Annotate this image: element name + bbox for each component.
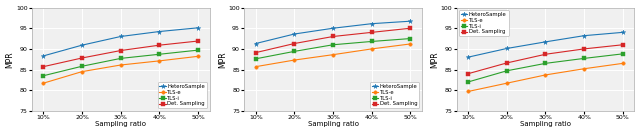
HeteroSample: [580, 35, 588, 36]
TLS-i: [252, 58, 260, 60]
TLS-i: [580, 58, 588, 59]
TLS-e: [156, 60, 163, 62]
Det. Sampling: [78, 57, 86, 59]
Y-axis label: MPR: MPR: [218, 51, 227, 68]
HeteroSample: [368, 23, 376, 24]
TLS-e: [619, 63, 627, 64]
TLS-i: [117, 58, 125, 59]
Det. Samplirg: [503, 62, 511, 64]
TLS-i: [619, 53, 627, 55]
TLS-e: [78, 71, 86, 72]
Det. Samplirg: [619, 44, 627, 46]
TLS-e: [580, 68, 588, 70]
Line: Det. Samplirg: Det. Samplirg: [467, 43, 625, 75]
Det. Sampling: [291, 43, 298, 44]
TLS-e: [252, 66, 260, 67]
TLS-i: [406, 38, 414, 39]
Det. Sampling: [194, 40, 202, 42]
Line: Det. Sampling: Det. Sampling: [254, 26, 412, 54]
HeteroSample: [329, 27, 337, 29]
HeteroSample: [503, 48, 511, 49]
HeteroSample: [252, 43, 260, 44]
Line: TLS-e: TLS-e: [42, 55, 200, 85]
HeteroSample: [291, 33, 298, 35]
HeteroSample: [194, 27, 202, 29]
Det. Sampling: [156, 44, 163, 46]
HeteroSample: [117, 36, 125, 37]
Line: TLS-e: TLS-e: [467, 62, 625, 93]
TLS-e: [329, 54, 337, 55]
Det. Sampling: [252, 52, 260, 53]
Legend: HeteroSample, TLS-e, TLS-i, Det. Sampling: HeteroSample, TLS-e, TLS-i, Det. Samplin…: [157, 82, 207, 108]
Det. Samplirg: [580, 48, 588, 50]
HeteroSample: [40, 55, 47, 57]
Det. Sampling: [368, 32, 376, 33]
TLS-i: [194, 49, 202, 51]
X-axis label: Sampling ratio: Sampling ratio: [95, 121, 146, 127]
Line: HeteroSample: HeteroSample: [41, 25, 200, 58]
TLS-e: [406, 43, 414, 45]
TLS-i: [503, 70, 511, 72]
Det. Sampling: [329, 36, 337, 37]
TLS-i: [156, 53, 163, 55]
Det. Samplirg: [464, 73, 472, 74]
Det. Sampling: [406, 27, 414, 29]
Line: TLS-e: TLS-e: [254, 42, 412, 68]
TLS-i: [329, 44, 337, 46]
TLS-e: [541, 74, 549, 76]
Line: HeteroSample: HeteroSample: [466, 30, 625, 60]
HeteroSample: [464, 56, 472, 58]
Det. Sampling: [117, 50, 125, 51]
TLS-i: [464, 81, 472, 83]
Line: TLS-i: TLS-i: [467, 52, 625, 84]
TLS-i: [368, 41, 376, 42]
Line: Det. Sampling: Det. Sampling: [42, 39, 200, 68]
TLS-e: [291, 59, 298, 61]
TLS-i: [40, 75, 47, 77]
Line: TLS-i: TLS-i: [42, 48, 200, 78]
HeteroSample: [619, 32, 627, 33]
HeteroSample: [406, 20, 414, 22]
Det. Sampling: [40, 66, 47, 67]
TLS-i: [78, 65, 86, 67]
TLS-e: [117, 64, 125, 66]
Legend: HeteroSample, TLS-e, TLS-i, Det. Sampling: HeteroSample, TLS-e, TLS-i, Det. Samplin…: [370, 82, 419, 108]
X-axis label: Sampling ratio: Sampling ratio: [308, 121, 358, 127]
TLS-e: [503, 82, 511, 84]
Y-axis label: MPR: MPR: [430, 51, 440, 68]
TLS-i: [541, 63, 549, 64]
TLS-e: [40, 82, 47, 84]
Line: HeteroSample: HeteroSample: [253, 19, 413, 46]
TLS-e: [464, 91, 472, 92]
Det. Samplirg: [541, 53, 549, 55]
Y-axis label: MPR: MPR: [6, 51, 15, 68]
HeteroSample: [541, 41, 549, 43]
TLS-i: [291, 51, 298, 52]
Legend: HeteroSample, TLS-e, TLS-i, Det. Samplirg: HeteroSample, TLS-e, TLS-i, Det. Samplir…: [459, 10, 509, 36]
TLS-e: [194, 56, 202, 57]
Line: TLS-i: TLS-i: [254, 37, 412, 61]
HeteroSample: [156, 31, 163, 32]
TLS-e: [368, 48, 376, 50]
X-axis label: Sampling ratio: Sampling ratio: [520, 121, 571, 127]
HeteroSample: [78, 44, 86, 46]
